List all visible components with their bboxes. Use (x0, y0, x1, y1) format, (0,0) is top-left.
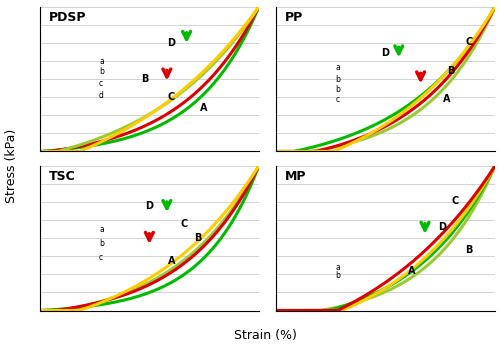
Text: b: b (99, 239, 104, 248)
Text: C: C (168, 91, 175, 101)
Text: C: C (452, 196, 459, 206)
Text: a: a (336, 63, 340, 72)
Text: c: c (99, 253, 103, 262)
Text: a: a (336, 263, 340, 272)
Text: MP: MP (285, 170, 306, 183)
Text: b: b (336, 85, 340, 94)
Text: B: B (142, 74, 148, 84)
Text: Stress (kPa): Stress (kPa) (5, 128, 18, 203)
Text: Strain (%): Strain (%) (234, 328, 296, 342)
Text: A: A (443, 95, 450, 105)
Text: b: b (99, 68, 104, 77)
Text: B: B (194, 233, 201, 243)
Text: A: A (200, 103, 208, 113)
Text: C: C (181, 219, 188, 229)
Text: A: A (168, 256, 175, 266)
Text: d: d (99, 91, 104, 100)
Text: PP: PP (285, 11, 303, 24)
Text: A: A (408, 266, 416, 276)
Text: b: b (336, 75, 340, 84)
Text: a: a (99, 57, 104, 66)
Text: D: D (438, 221, 446, 231)
Text: c: c (99, 79, 103, 88)
Text: TSC: TSC (49, 170, 76, 183)
Text: D: D (146, 201, 154, 211)
Text: B: B (465, 245, 472, 255)
Text: PDSP: PDSP (49, 11, 86, 24)
Text: b: b (336, 271, 340, 280)
Text: B: B (448, 66, 455, 76)
Text: c: c (336, 95, 340, 104)
Text: D: D (382, 48, 390, 58)
Text: a: a (99, 225, 104, 234)
Text: C: C (465, 37, 472, 47)
Text: D: D (167, 38, 175, 48)
